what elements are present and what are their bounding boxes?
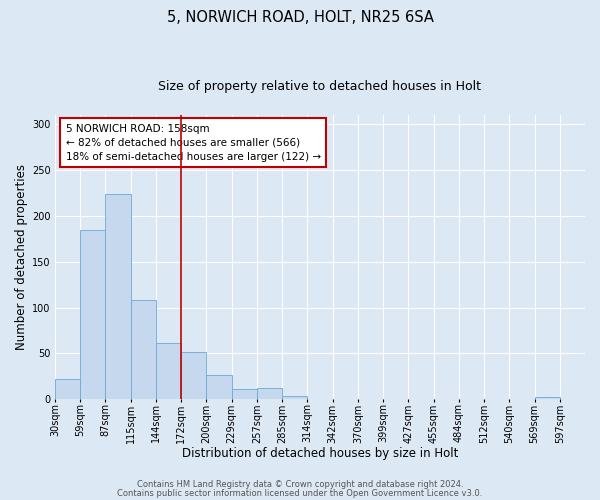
Bar — [282, 396, 307, 399]
Title: Size of property relative to detached houses in Holt: Size of property relative to detached ho… — [158, 80, 481, 93]
Bar — [156, 343, 181, 399]
Text: 5, NORWICH ROAD, HOLT, NR25 6SA: 5, NORWICH ROAD, HOLT, NR25 6SA — [167, 10, 433, 25]
Bar — [181, 352, 206, 399]
Text: Contains HM Land Registry data © Crown copyright and database right 2024.: Contains HM Land Registry data © Crown c… — [137, 480, 463, 489]
Text: Contains public sector information licensed under the Open Government Licence v3: Contains public sector information licen… — [118, 489, 482, 498]
Bar — [535, 398, 560, 399]
X-axis label: Distribution of detached houses by size in Holt: Distribution of detached houses by size … — [182, 447, 458, 460]
Bar — [206, 376, 232, 399]
Text: 5 NORWICH ROAD: 158sqm
← 82% of detached houses are smaller (566)
18% of semi-de: 5 NORWICH ROAD: 158sqm ← 82% of detached… — [65, 124, 320, 162]
Bar — [257, 388, 282, 399]
Bar — [232, 389, 257, 399]
Bar — [106, 194, 131, 399]
Y-axis label: Number of detached properties: Number of detached properties — [15, 164, 28, 350]
Bar — [80, 230, 106, 399]
Bar — [55, 379, 80, 399]
Bar — [131, 300, 156, 399]
